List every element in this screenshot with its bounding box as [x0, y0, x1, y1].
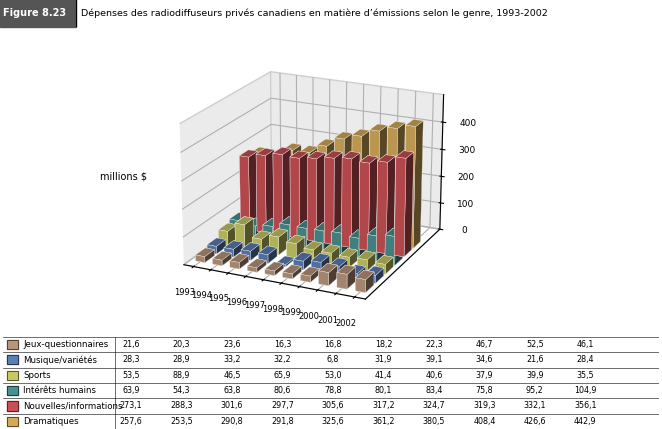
Text: 37,9: 37,9	[475, 371, 493, 380]
Text: 35,5: 35,5	[577, 371, 594, 380]
Text: 21,6: 21,6	[526, 355, 544, 364]
Text: 46,7: 46,7	[475, 340, 493, 349]
Text: 28,4: 28,4	[577, 355, 594, 364]
Text: 324,7: 324,7	[422, 402, 446, 411]
Text: 32,2: 32,2	[273, 355, 291, 364]
Text: 75,8: 75,8	[475, 386, 493, 395]
Text: 28,9: 28,9	[173, 355, 191, 364]
Text: 380,5: 380,5	[422, 417, 445, 426]
Text: Intérêts humains: Intérêts humains	[23, 386, 96, 395]
Text: 21,6: 21,6	[122, 340, 140, 349]
Text: 290,8: 290,8	[220, 417, 244, 426]
Bar	[7, 355, 19, 365]
Text: 39,1: 39,1	[425, 355, 443, 364]
Text: 46,5: 46,5	[223, 371, 241, 380]
Bar	[7, 340, 19, 349]
Text: 20,3: 20,3	[173, 340, 190, 349]
Text: 65,9: 65,9	[273, 371, 291, 380]
Text: 34,6: 34,6	[476, 355, 493, 364]
Bar	[7, 371, 19, 380]
Text: 257,6: 257,6	[120, 417, 142, 426]
Text: 46,1: 46,1	[577, 340, 594, 349]
Text: Dépenses des radiodiffuseurs privés canadiens en matière d’émissions selon le ge: Dépenses des radiodiffuseurs privés cana…	[81, 9, 548, 18]
Text: Figure 8.23: Figure 8.23	[3, 8, 66, 18]
Text: Nouvelles/informations: Nouvelles/informations	[23, 402, 122, 411]
Bar	[7, 340, 19, 349]
Text: 41,4: 41,4	[375, 371, 392, 380]
Text: 83,4: 83,4	[425, 386, 443, 395]
Text: 319,3: 319,3	[473, 402, 496, 411]
Text: 22,3: 22,3	[425, 340, 443, 349]
Text: 16,8: 16,8	[324, 340, 342, 349]
Text: 6,8: 6,8	[327, 355, 339, 364]
Text: 291,8: 291,8	[271, 417, 294, 426]
Text: 408,4: 408,4	[473, 417, 496, 426]
Bar	[7, 417, 19, 426]
Text: 361,2: 361,2	[372, 417, 395, 426]
Text: 80,1: 80,1	[375, 386, 392, 395]
Text: 317,2: 317,2	[372, 402, 395, 411]
Text: 16,3: 16,3	[274, 340, 291, 349]
Bar	[7, 355, 19, 365]
Text: 54,3: 54,3	[173, 386, 190, 395]
Text: 442,9: 442,9	[574, 417, 596, 426]
Text: 28,3: 28,3	[122, 355, 140, 364]
Text: 18,2: 18,2	[375, 340, 392, 349]
Text: 31,9: 31,9	[375, 355, 392, 364]
Text: 78,8: 78,8	[324, 386, 342, 395]
Bar	[7, 417, 19, 426]
Text: 426,6: 426,6	[524, 417, 546, 426]
Text: 52,5: 52,5	[526, 340, 544, 349]
Text: 88,9: 88,9	[173, 371, 190, 380]
Bar	[7, 402, 19, 411]
Text: 325,6: 325,6	[322, 417, 344, 426]
Text: 95,2: 95,2	[526, 386, 544, 395]
Text: 80,6: 80,6	[274, 386, 291, 395]
Text: 305,6: 305,6	[322, 402, 344, 411]
Text: 356,1: 356,1	[574, 402, 596, 411]
Bar	[7, 371, 19, 380]
Text: 40,6: 40,6	[425, 371, 443, 380]
Text: 104,9: 104,9	[574, 386, 596, 395]
Text: millions $: millions $	[100, 172, 147, 181]
Text: 53,0: 53,0	[324, 371, 342, 380]
Text: 253,5: 253,5	[170, 417, 193, 426]
Bar	[7, 402, 19, 411]
Text: 297,7: 297,7	[271, 402, 294, 411]
Text: 332,1: 332,1	[524, 402, 546, 411]
Text: 63,8: 63,8	[223, 386, 241, 395]
Text: 63,9: 63,9	[122, 386, 140, 395]
Text: Dramatiques: Dramatiques	[23, 417, 79, 426]
Text: Jeux-questionnaires: Jeux-questionnaires	[23, 340, 108, 349]
Bar	[0, 0, 76, 27]
Text: Sports: Sports	[23, 371, 50, 380]
Text: 33,2: 33,2	[223, 355, 241, 364]
Text: Musique/variétés: Musique/variétés	[23, 355, 97, 365]
Text: 39,9: 39,9	[526, 371, 544, 380]
Text: 53,5: 53,5	[122, 371, 140, 380]
Bar	[7, 386, 19, 395]
Bar	[7, 386, 19, 395]
Text: 23,6: 23,6	[223, 340, 241, 349]
Text: 301,6: 301,6	[221, 402, 243, 411]
Text: 288,3: 288,3	[170, 402, 193, 411]
Text: 273,1: 273,1	[120, 402, 142, 411]
